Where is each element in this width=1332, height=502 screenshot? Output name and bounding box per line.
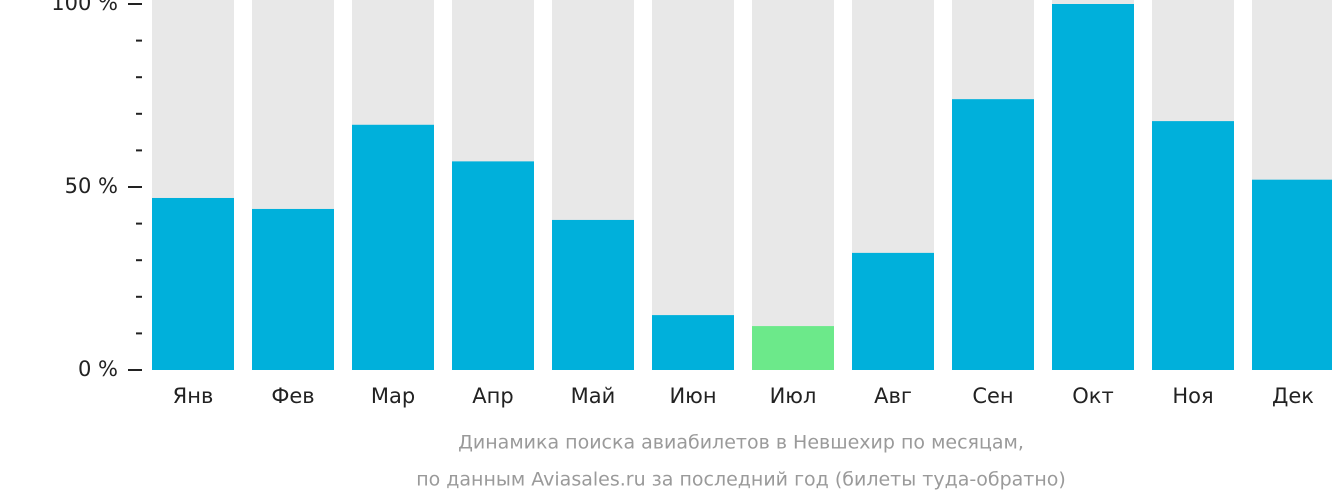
y-tick-label: 50 % [65, 174, 118, 198]
bar [852, 252, 934, 370]
bar-track [652, 0, 734, 370]
bar [952, 99, 1034, 370]
caption: по данным Aviasales.ru за последний год … [416, 469, 1066, 491]
bar [452, 161, 534, 370]
x-tick-label: Дек [1272, 384, 1314, 408]
bar [1252, 179, 1332, 370]
x-tick-label: Ноя [1172, 384, 1213, 408]
y-tick-label: 0 % [78, 357, 118, 381]
bar [1152, 121, 1234, 371]
bar [252, 208, 334, 370]
bar [652, 315, 734, 370]
caption: Динамика поиска авиабилетов в Невшехир п… [458, 432, 1024, 454]
x-tick-label: Сен [972, 384, 1013, 408]
bar [552, 219, 634, 370]
x-tick-label: Июл [770, 384, 817, 408]
x-tick-label: Янв [173, 384, 214, 408]
x-tick-label: Авг [874, 384, 912, 408]
x-tick-label: Окт [1072, 384, 1113, 408]
x-tick-label: Мар [371, 384, 415, 408]
x-tick-label: Май [571, 384, 616, 408]
x-tick-label: Фев [271, 384, 314, 408]
x-tick-label: Июн [669, 384, 716, 408]
bar-track [752, 0, 834, 370]
bar [1052, 4, 1134, 370]
x-tick-label: Апр [472, 384, 513, 408]
bar [352, 124, 434, 370]
bar [152, 197, 234, 370]
y-tick-label: 100 % [51, 0, 118, 15]
bar [752, 326, 834, 370]
